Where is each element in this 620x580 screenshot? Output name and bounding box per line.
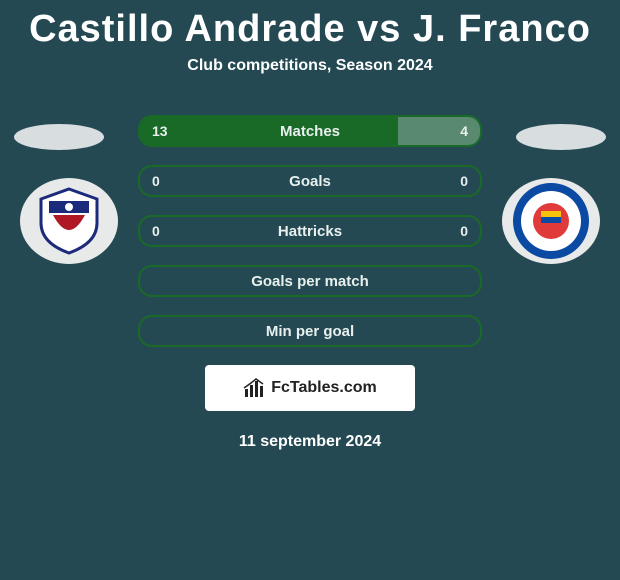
stat-row: 13Matches4 [138,115,482,147]
stat-label: Goals per match [140,267,480,295]
stat-value-right: 4 [460,117,468,145]
stat-label: Goals [140,167,480,195]
stat-value-right: 0 [460,167,468,195]
stat-row: Goals per match [138,265,482,297]
stat-label: Matches [140,117,480,145]
stat-label: Min per goal [140,317,480,345]
footer-label: FcTables.com [271,379,377,397]
stat-row: Min per goal [138,315,482,347]
page-title: Castillo Andrade vs J. Franco [0,0,620,51]
date-label: 11 september 2024 [0,433,620,451]
stat-label: Hattricks [140,217,480,245]
footer-attribution: FcTables.com [205,365,415,411]
page-subtitle: Club competitions, Season 2024 [0,57,620,75]
bar-chart-icon [243,377,265,399]
stats-table: 13Matches40Goals00Hattricks0Goals per ma… [0,115,620,347]
stat-row: 0Goals0 [138,165,482,197]
stat-row: 0Hattricks0 [138,215,482,247]
stat-value-right: 0 [460,217,468,245]
